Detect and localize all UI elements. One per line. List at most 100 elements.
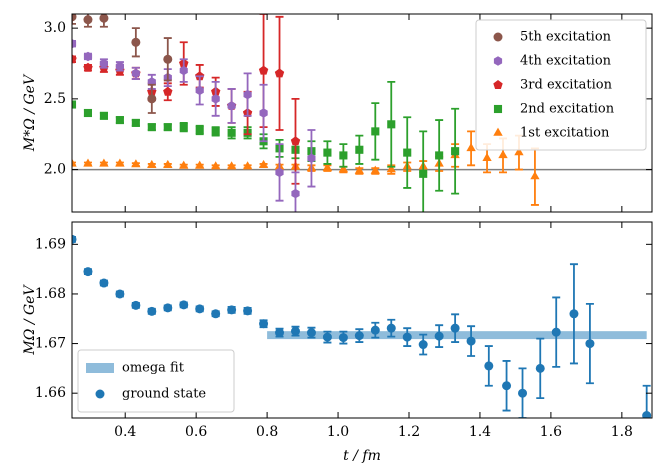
legend-marker — [493, 80, 503, 89]
legend-marker — [95, 389, 105, 399]
marker — [482, 152, 492, 161]
marker — [242, 161, 253, 170]
marker — [514, 147, 524, 156]
marker — [434, 331, 444, 341]
marker — [72, 100, 77, 109]
marker — [227, 128, 236, 137]
marker — [115, 158, 125, 167]
marker — [371, 127, 380, 136]
marker — [518, 388, 528, 398]
marker — [323, 148, 332, 157]
axes-frame — [71, 221, 653, 419]
marker — [99, 278, 109, 288]
x-tick-label: 1.8 — [611, 424, 633, 440]
marker — [99, 111, 108, 120]
plot-area — [72, 234, 652, 418]
marker — [642, 411, 652, 418]
marker — [131, 37, 141, 47]
marker — [163, 303, 173, 313]
marker — [83, 158, 93, 167]
marker — [339, 151, 348, 160]
marker — [147, 123, 156, 132]
marker — [569, 309, 579, 319]
marker — [131, 68, 140, 79]
y-axis-label: MΩ / GeV — [22, 284, 38, 356]
marker — [195, 160, 205, 169]
marker — [147, 159, 157, 168]
error-bar — [72, 14, 76, 25]
marker — [131, 118, 140, 127]
legend-marker — [493, 127, 503, 136]
marker — [179, 123, 188, 132]
legend-label: omega fit — [122, 361, 185, 376]
legend-label: 3rd excitation — [520, 78, 613, 93]
y-tick-label: 1.69 — [35, 236, 66, 252]
marker — [227, 101, 236, 111]
marker — [338, 164, 349, 173]
marker — [370, 165, 380, 174]
y-tick-label: 1.66 — [35, 385, 66, 401]
marker — [418, 340, 428, 350]
marker — [354, 331, 364, 341]
marker — [195, 125, 204, 135]
legend: omega fit ground state — [77, 349, 235, 413]
legend-box — [475, 19, 647, 151]
marker — [402, 332, 412, 342]
legend-box — [77, 349, 235, 413]
marker — [179, 65, 188, 76]
marker — [258, 159, 269, 168]
legend-marker — [493, 104, 503, 114]
marker — [83, 51, 93, 62]
legend-label: 5th excitation — [520, 30, 612, 45]
marker — [290, 136, 301, 146]
y-tick-label: 1.67 — [35, 336, 66, 352]
marker — [211, 309, 221, 319]
marker — [502, 381, 512, 391]
marker — [466, 143, 476, 152]
marker — [131, 300, 141, 310]
y-axis-label: M*Ω / GeV — [22, 73, 38, 152]
marker — [163, 159, 173, 168]
marker — [354, 165, 364, 174]
marker — [99, 14, 109, 23]
marker — [259, 319, 269, 329]
marker — [386, 323, 396, 333]
marker — [355, 145, 364, 154]
marker — [243, 306, 253, 316]
legend-label: ground state — [122, 387, 206, 402]
marker — [115, 289, 125, 299]
axes-frame — [71, 13, 653, 213]
legend: 5th excitation 4th excitation 3rd excitati… — [475, 19, 647, 151]
legend-swatch — [86, 363, 114, 373]
marker — [419, 169, 428, 178]
marker — [115, 116, 124, 125]
marker — [466, 336, 476, 346]
marker — [147, 94, 157, 104]
marker — [585, 339, 595, 349]
legend-label: 1st excitation — [520, 126, 610, 141]
marker — [83, 108, 93, 118]
x-tick-label: 1.2 — [398, 424, 420, 440]
marker — [484, 361, 494, 371]
marker — [275, 167, 284, 178]
marker — [338, 333, 348, 343]
y-tick-label: 3.0 — [44, 20, 66, 36]
marker — [535, 363, 545, 373]
marker — [498, 150, 508, 159]
marker — [72, 14, 77, 22]
marker — [163, 86, 173, 96]
marker — [322, 332, 332, 342]
marker — [259, 108, 268, 118]
marker — [179, 300, 189, 310]
x-tick-label: 1.0 — [327, 424, 349, 440]
x-tick-label: 0.8 — [256, 424, 278, 440]
marker — [290, 326, 300, 336]
marker — [72, 39, 77, 49]
legend-label: 2nd excitation — [520, 102, 615, 117]
marker — [99, 58, 108, 69]
marker — [179, 160, 189, 169]
marker — [387, 120, 396, 129]
marker — [72, 54, 77, 64]
x-axis-label: t / fm — [343, 448, 381, 464]
marker — [163, 123, 172, 132]
